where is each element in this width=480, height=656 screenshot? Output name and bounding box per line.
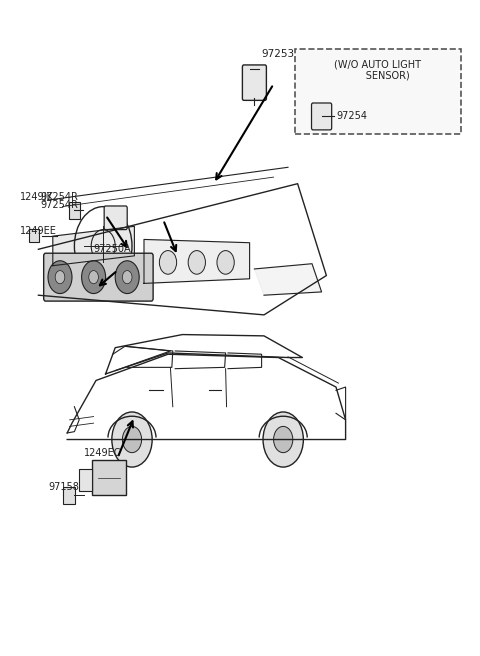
- Polygon shape: [53, 226, 134, 266]
- FancyBboxPatch shape: [104, 206, 127, 230]
- Circle shape: [122, 426, 142, 453]
- Circle shape: [115, 260, 139, 293]
- Text: 97254R: 97254R: [41, 192, 79, 202]
- Text: (W/O AUTO LIGHT
      SENSOR): (W/O AUTO LIGHT SENSOR): [335, 59, 421, 81]
- Polygon shape: [144, 239, 250, 283]
- Circle shape: [159, 251, 177, 274]
- FancyBboxPatch shape: [63, 487, 75, 504]
- Circle shape: [122, 270, 132, 283]
- FancyBboxPatch shape: [92, 460, 126, 495]
- FancyBboxPatch shape: [69, 202, 80, 219]
- Circle shape: [48, 260, 72, 293]
- Circle shape: [274, 426, 293, 453]
- Polygon shape: [254, 264, 322, 295]
- Circle shape: [112, 412, 152, 467]
- Text: 97158: 97158: [48, 482, 79, 492]
- Circle shape: [188, 251, 205, 274]
- Text: 97254: 97254: [336, 111, 367, 121]
- Circle shape: [217, 251, 234, 274]
- Text: 1249EE: 1249EE: [20, 226, 57, 236]
- Circle shape: [89, 270, 98, 283]
- Text: 1249JK: 1249JK: [20, 192, 54, 202]
- Circle shape: [263, 412, 303, 467]
- Text: 97254R: 97254R: [41, 200, 79, 210]
- FancyBboxPatch shape: [79, 469, 92, 491]
- Bar: [295, 49, 461, 134]
- Text: 1249EC: 1249EC: [84, 448, 121, 458]
- Text: 97250A: 97250A: [94, 244, 131, 254]
- FancyBboxPatch shape: [44, 253, 153, 301]
- Circle shape: [55, 270, 65, 283]
- Text: 97253: 97253: [262, 49, 295, 59]
- FancyBboxPatch shape: [29, 229, 39, 242]
- Circle shape: [82, 260, 106, 293]
- FancyBboxPatch shape: [242, 65, 266, 100]
- FancyBboxPatch shape: [312, 103, 332, 130]
